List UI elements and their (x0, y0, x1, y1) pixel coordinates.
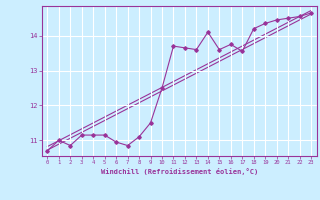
X-axis label: Windchill (Refroidissement éolien,°C): Windchill (Refroidissement éolien,°C) (100, 168, 258, 175)
